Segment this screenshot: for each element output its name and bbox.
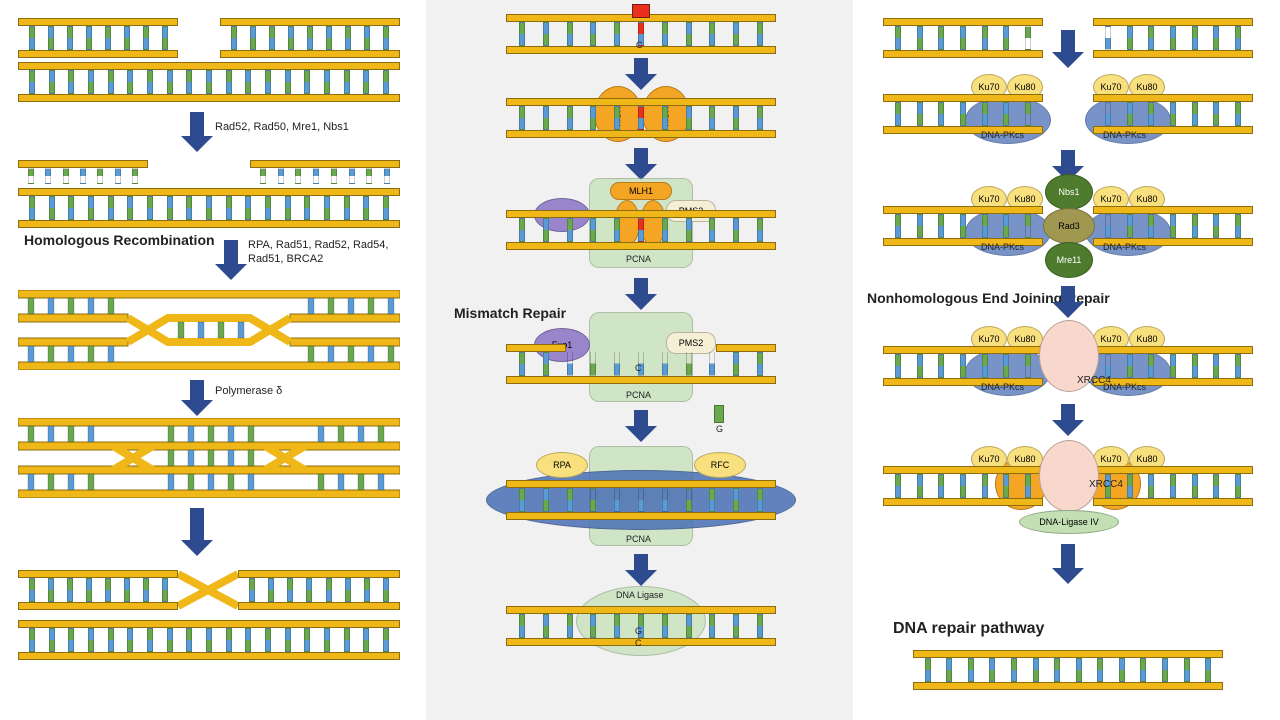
mmr-pcna-3-label: PCNA — [626, 254, 651, 266]
mmr-dna-3 — [506, 210, 776, 250]
hr-invasion-svg — [18, 290, 400, 370]
mmr-arrow-2 — [634, 148, 648, 166]
hr-dna-2a — [18, 160, 148, 184]
hr-arrow-4 — [190, 508, 204, 542]
nhej-dna-final — [913, 650, 1223, 690]
nhej-xrcc4-5-label: XRCC4 — [1089, 478, 1123, 491]
mmr-c-4: C — [635, 363, 642, 375]
nhej-cluster-2-right: Ku70 Ku80 DNA-PKcs — [1083, 74, 1253, 144]
mmr-ligase-label: DNA Ligase — [616, 590, 664, 602]
mmr-mlh1-label: MLH1 — [629, 186, 653, 196]
hr-dna-5a — [18, 570, 178, 610]
nhej-cluster-2-left: Ku70 Ku80 DNA-PKcs — [883, 74, 1053, 144]
hr-arrow-3 — [190, 380, 204, 402]
mmr-dna-2 — [506, 98, 776, 138]
nhej-arrow-4 — [1061, 404, 1075, 422]
hr-label-3: Polymerase δ — [215, 384, 282, 398]
nhej-xrcc4-5 — [1039, 440, 1099, 512]
mmr-mismatch-bulge — [632, 4, 650, 18]
mmr-arrow-3 — [634, 278, 648, 296]
nhej-arrow-5 — [1061, 544, 1075, 570]
mmr-gc-6: GC — [635, 626, 642, 649]
hr-dna-2c — [18, 188, 400, 228]
mmr-excised-base — [714, 405, 724, 423]
hr-dna-1a — [18, 18, 178, 58]
nhej-cluster-3-left: Ku70 Ku80 DNA-PKcs — [883, 186, 1053, 256]
hr-dna-1b — [220, 18, 400, 58]
nhej-nbs1: Nbs1 — [1045, 174, 1093, 210]
hr-title: Homologous Recombination — [24, 232, 215, 248]
hr-heteroduplex-svg — [18, 418, 400, 498]
hr-dna-5c — [18, 620, 400, 660]
nhej-arrow-3 — [1061, 286, 1075, 304]
hr-dna-1c — [18, 62, 400, 102]
hr-arrow-2 — [224, 240, 238, 266]
mmr-arrow-4 — [634, 410, 648, 428]
hr-dna-5b — [238, 570, 400, 610]
mmr-mlh1: MLH1 — [610, 182, 672, 200]
panel-mismatch-repair: Mismatch Repair C MSH2 MSH6 Exo1 MLH1 PM… — [426, 0, 853, 720]
hr-crossover-5 — [178, 570, 238, 610]
mmr-pcna-4-label: PCNA — [626, 390, 651, 402]
nhej-ligase4: DNA-Ligase IV — [1019, 510, 1119, 534]
mmr-dna-5 — [506, 480, 776, 520]
nhej-xrcc4-4-label: XRCC4 — [1077, 374, 1111, 387]
mmr-rpa: RPA — [536, 452, 588, 478]
nhej-arrow-1 — [1061, 30, 1075, 54]
nhej-cluster-5-left: Ku70 Ku80 — [883, 446, 1053, 516]
mmr-pcna-5-label: PCNA — [626, 534, 651, 546]
nhej-rad3: Rad3 — [1043, 208, 1095, 244]
nhej-cluster-3-right: Ku70 Ku80 DNA-PKcs — [1083, 186, 1253, 256]
mmr-rfc: RFC — [694, 452, 746, 478]
mmr-rpa-label: RPA — [553, 460, 571, 470]
nhej-mre11: Mre11 — [1045, 242, 1093, 278]
nhej-dna-1b — [1093, 18, 1253, 58]
nhej-cluster-4-left: Ku70 Ku80 DNA-PKcs — [883, 326, 1053, 396]
panel-nhej: Nonhomologous End Joining Repair DNA rep… — [853, 0, 1280, 720]
mmr-title: Mismatch Repair — [454, 305, 566, 321]
mmr-rfc-label: RFC — [711, 460, 730, 470]
nhej-dna-1a — [883, 18, 1043, 58]
hr-arrow-1 — [190, 112, 204, 138]
mmr-c-1: C — [636, 40, 643, 52]
hr-dna-2b — [250, 160, 400, 184]
nhej-arrow-2 — [1061, 150, 1075, 168]
mmr-arrow-5 — [634, 554, 648, 572]
hr-label-2: RPA, Rad51, Rad52, Rad54, Rad51, BRCA2 — [248, 238, 388, 267]
hr-label-1: Rad52, Rad50, Mre1, Nbs1 — [215, 120, 349, 134]
nhej-bottom-title: DNA repair pathway — [893, 620, 1044, 638]
mmr-arrow-1 — [634, 58, 648, 76]
mmr-g-label: G — [716, 424, 723, 436]
panel-homologous-recombination: Homologous Recombination Rad52, Rad50, M… — [0, 0, 426, 720]
